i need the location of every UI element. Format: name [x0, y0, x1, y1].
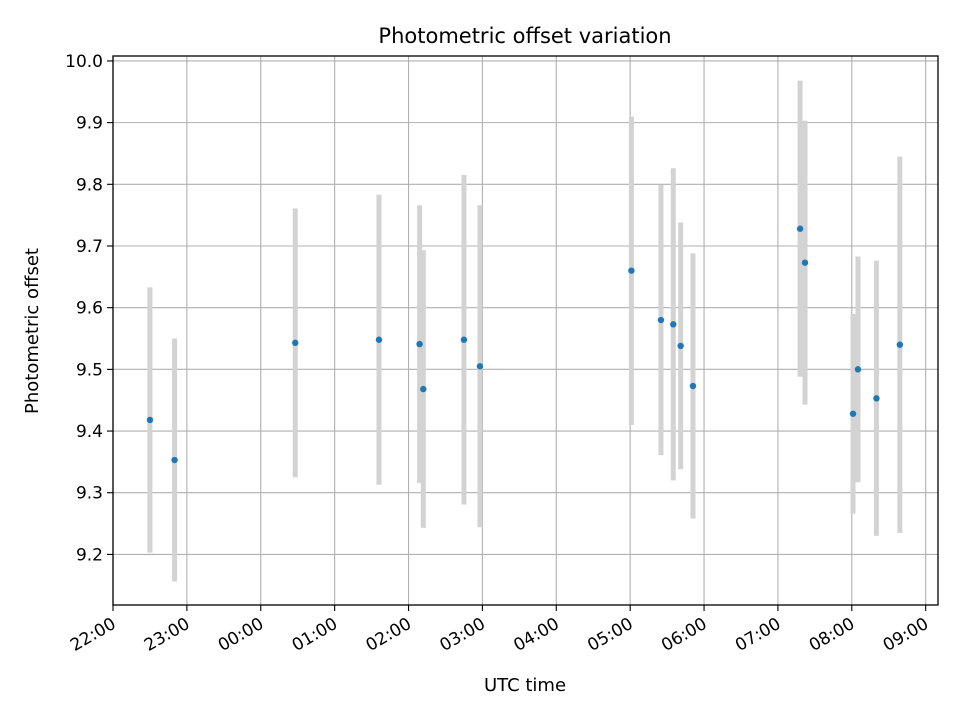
x-tick-label: 06:00	[658, 614, 710, 656]
data-point	[873, 395, 880, 402]
x-tick-label: 08:00	[806, 614, 858, 656]
x-tick-label: 00:00	[215, 614, 267, 656]
data-point	[476, 363, 484, 370]
x-tick-label: 22:00	[67, 614, 119, 656]
x-tick-label: 03:00	[436, 614, 488, 656]
x-axis-title: UTC time	[484, 675, 566, 696]
y-tick-label: 9.5	[76, 360, 103, 380]
data-point	[896, 341, 904, 348]
y-axis: 9.2 9.3 9.4 9.5 9.6 9.7 9.8 9.9 10.0	[65, 52, 113, 565]
data-points	[146, 225, 904, 464]
x-tick-label: 07:00	[732, 614, 784, 656]
data-point	[657, 316, 665, 324]
y-tick-label: 9.8	[76, 175, 103, 195]
y-tick-label: 9.9	[76, 114, 103, 134]
data-point	[460, 336, 468, 343]
y-tick-label: 9.2	[76, 545, 103, 565]
x-tick-label: 02:00	[363, 614, 415, 656]
data-point	[854, 366, 862, 373]
x-tick-label: 05:00	[584, 614, 636, 656]
x-tick-label: 23:00	[141, 614, 193, 656]
data-point	[171, 456, 178, 464]
grid	[112, 56, 938, 605]
y-tick-label: 9.3	[76, 484, 103, 504]
error-bars	[147, 80, 903, 582]
y-axis-title: Photometric offset	[22, 248, 43, 414]
x-tick-label: 01:00	[289, 614, 341, 656]
x-tick-label: 04:00	[510, 614, 562, 656]
x-tick-label: 09:00	[880, 614, 932, 656]
data-point	[677, 342, 684, 350]
data-point	[420, 385, 427, 393]
y-tick-label: 9.7	[76, 237, 103, 257]
data-point	[146, 416, 154, 424]
y-tick-label: 9.6	[76, 299, 103, 319]
data-point	[689, 382, 697, 390]
data-point	[796, 225, 804, 232]
y-tick-label: 10.0	[65, 52, 103, 72]
data-point	[375, 336, 383, 343]
data-point	[670, 321, 677, 328]
x-axis: 22:00 23:00 00:00 01:00 02:00 03:00 04:00 05:00…	[67, 605, 932, 656]
chart-title: Photometric offset variation	[378, 24, 671, 48]
data-point	[801, 259, 809, 266]
data-point	[849, 410, 857, 417]
data-point	[416, 340, 423, 348]
data-point	[292, 339, 299, 347]
data-point	[628, 267, 635, 274]
y-tick-label: 9.4	[76, 422, 103, 442]
plot-frame	[112, 55, 939, 606]
